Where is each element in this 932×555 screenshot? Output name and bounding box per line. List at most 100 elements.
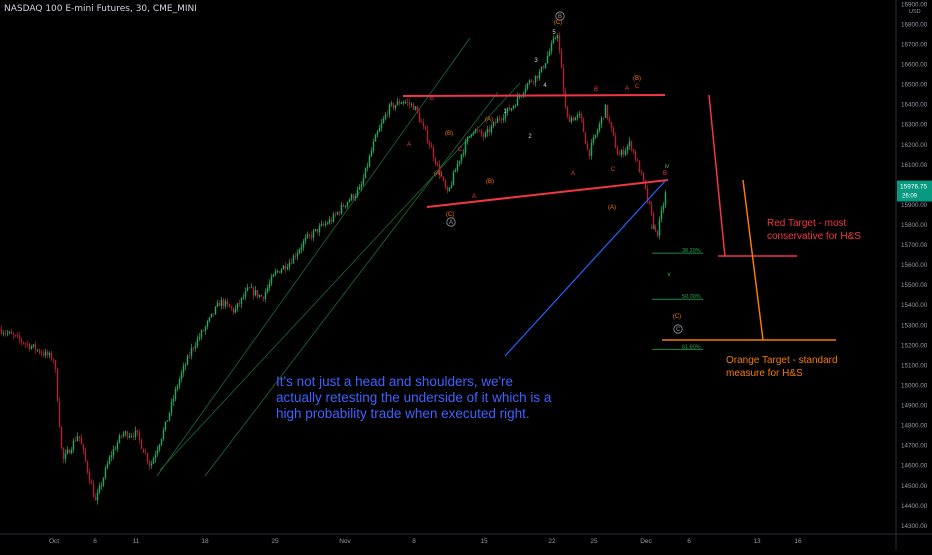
candle-body xyxy=(106,463,109,468)
drawing-layer xyxy=(402,94,836,357)
candle-body xyxy=(544,63,547,69)
candle-body xyxy=(304,237,307,242)
candle-body xyxy=(410,103,413,105)
candle-body xyxy=(298,249,301,254)
candle-body xyxy=(590,142,593,157)
wave-3: 3 xyxy=(534,58,538,64)
x-tick-label: 11 xyxy=(133,538,140,545)
candle-body xyxy=(554,38,557,39)
candle-body xyxy=(436,163,439,165)
channel-line xyxy=(159,82,521,471)
candle-body xyxy=(562,67,565,92)
candle-body xyxy=(254,290,257,296)
y-tick-label: 16600.00 xyxy=(901,62,928,69)
main-comment-line: actually retesting the underside of it w… xyxy=(276,390,552,405)
candle-body xyxy=(476,129,479,131)
x-tick-label: 18 xyxy=(201,538,209,545)
candle-body xyxy=(6,332,9,334)
candle-body xyxy=(396,101,399,106)
fib-level-label: 38.20% xyxy=(682,248,701,254)
candle-body xyxy=(306,234,309,238)
candle-body xyxy=(90,481,93,485)
last-price-badge xyxy=(897,180,932,202)
candle-body xyxy=(152,458,155,464)
candle-body xyxy=(534,75,537,83)
candle-body xyxy=(550,43,553,52)
candle-body xyxy=(158,444,161,450)
wave-2: 2 xyxy=(528,134,532,140)
candle-body xyxy=(40,352,43,354)
candle-body xyxy=(598,124,601,131)
candle-body xyxy=(236,303,239,309)
candle-body xyxy=(234,308,237,313)
candle-body xyxy=(454,170,457,173)
candle-body xyxy=(406,102,409,103)
candle-body xyxy=(32,344,35,347)
candle-body xyxy=(86,461,89,472)
candle-body xyxy=(354,195,357,199)
candle-body xyxy=(348,199,351,203)
candle-body xyxy=(312,230,315,238)
candle-body xyxy=(490,125,493,133)
candle-body xyxy=(456,163,459,171)
candle-body xyxy=(100,485,103,487)
wave-paren-c-low: (C) xyxy=(446,212,454,218)
candle-body xyxy=(112,449,115,456)
wave-paren-c-top: (C) xyxy=(554,20,562,26)
candle-body xyxy=(444,180,447,188)
candle-body xyxy=(290,262,293,264)
candle-body xyxy=(252,287,255,296)
candle-body xyxy=(248,287,251,289)
y-tick-label: 16800.00 xyxy=(901,21,928,28)
candle-body xyxy=(526,83,529,89)
candle-body xyxy=(564,91,567,108)
candle-body xyxy=(278,271,281,273)
candle-body xyxy=(622,149,625,155)
candle-body xyxy=(138,432,141,440)
candle-body xyxy=(428,142,431,146)
candle-body xyxy=(584,131,587,144)
candle-body xyxy=(416,106,419,113)
candle-body xyxy=(330,219,333,222)
candle-body xyxy=(496,118,499,124)
wave-circled-c-ring xyxy=(673,324,683,334)
candle-body xyxy=(94,496,97,501)
candle-body xyxy=(362,177,365,185)
candle-body xyxy=(414,106,417,110)
candle-body xyxy=(606,104,609,119)
wave-a-left: A xyxy=(407,142,411,148)
candle-body xyxy=(498,118,501,120)
candle-body xyxy=(196,338,199,346)
candle-body xyxy=(220,299,223,307)
candle-body xyxy=(588,149,591,157)
candle-body xyxy=(466,137,469,142)
candle-body xyxy=(390,103,393,105)
wave-iii: iii xyxy=(651,225,655,231)
orange-target-note: measure for H&S xyxy=(726,368,803,379)
x-tick-label: 15 xyxy=(480,538,488,545)
wave-4: 4 xyxy=(543,83,547,89)
fib-level-label: 61.80% xyxy=(682,344,701,350)
candle-body xyxy=(600,117,603,125)
candle-body xyxy=(200,330,203,338)
candle-body xyxy=(662,205,665,210)
candle-body xyxy=(644,180,647,189)
candle-body xyxy=(478,130,481,132)
candle-body xyxy=(420,121,423,123)
candle-body xyxy=(130,435,133,437)
candle-body xyxy=(538,71,541,79)
candle-body xyxy=(630,141,633,150)
candle-body xyxy=(472,132,475,135)
candle-body xyxy=(52,359,55,361)
candle-body xyxy=(434,158,437,164)
candle-body xyxy=(418,112,421,122)
candle-body xyxy=(386,114,389,116)
candle-body xyxy=(500,119,503,121)
y-tick-label: 14300.00 xyxy=(901,523,928,530)
candle-body xyxy=(474,129,477,133)
candle-body xyxy=(270,276,273,284)
x-tick-label: 6 xyxy=(93,538,97,545)
candle-body xyxy=(96,492,99,501)
